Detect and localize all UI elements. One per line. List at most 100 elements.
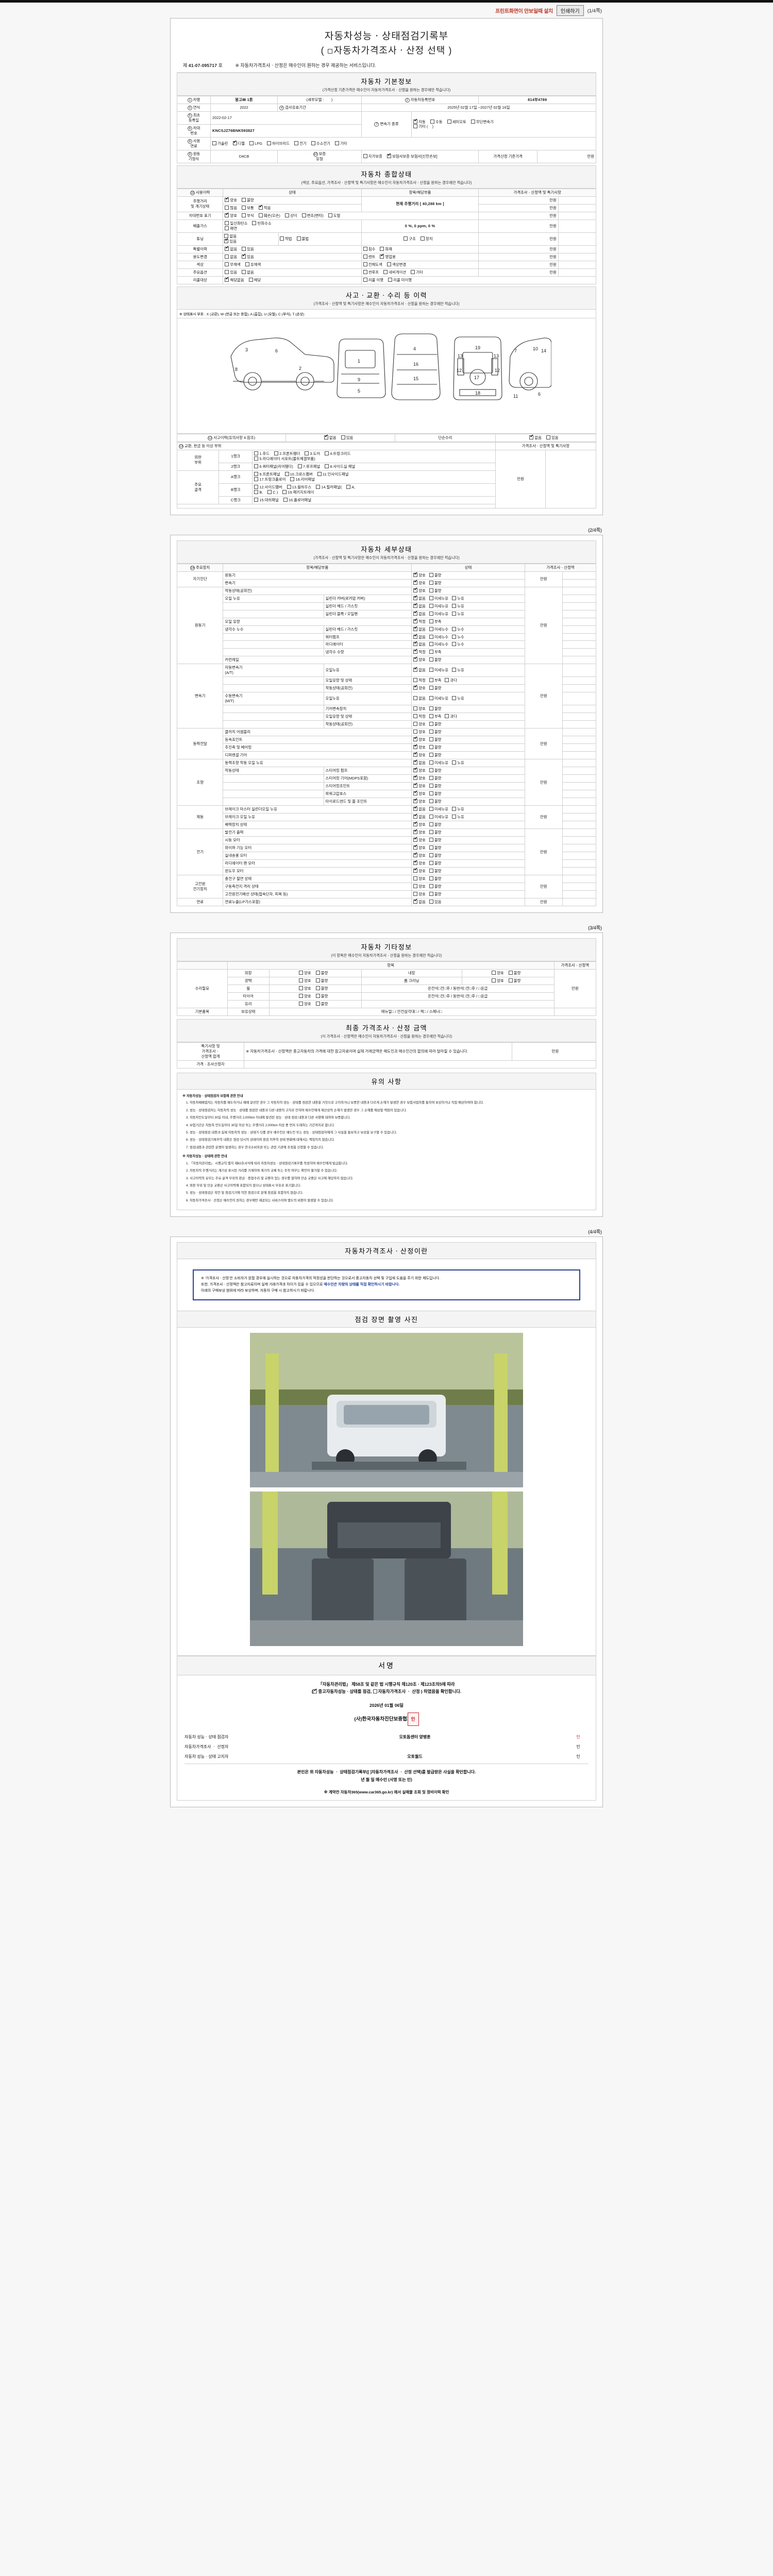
opt-sunroof[interactable]: 썬루프 [363,269,379,275]
price-survey-checkbox[interactable] [327,48,332,54]
opt-1-7-1[interactable]: 미세누수 [429,642,448,647]
opt-mileage-many[interactable]: 많음 [225,205,237,211]
opt-mileage-bad[interactable]: 불량 [242,197,254,203]
opt-trans-2[interactable]: 세미오토 [447,119,466,125]
opt-2-1-0[interactable]: 적정 [413,678,426,683]
opt-recall-notdone[interactable]: 리콜 미이행 [388,277,412,283]
opt-1-3-0[interactable]: 없음 [413,610,426,617]
cell-holding-items[interactable]: 매뉴얼□ / 안전삼각대□ / 잭□ / 스패너□ [268,1007,554,1016]
opt-7-0-0[interactable]: 양호 [413,876,426,882]
opt-1-0-1[interactable]: 불량 [429,588,441,594]
opt-vin-corroded[interactable]: 부식 [242,213,254,218]
opt-1-3-1[interactable]: 미세누유 [429,611,448,617]
opt-accident-yes[interactable]: 있음 [341,435,353,440]
opt-1-7-0[interactable]: 없음 [413,640,426,647]
opt-roomclean-good[interactable]: 양호 [492,978,504,984]
opt-wheel-bad[interactable]: 불량 [315,986,328,991]
opt-7-0-1[interactable]: 불량 [429,876,441,882]
opt-part-dash-panel[interactable]: 15.대쉬패널 [254,497,279,503]
opt-2-1-1[interactable]: 부족 [429,678,441,683]
law-checkbox-price[interactable] [373,1689,377,1694]
opt-part-pillar-a[interactable]: A, [346,484,355,490]
opt-special-flood[interactable]: 침수 [363,246,375,252]
opt-interior-good[interactable]: 양호 [492,970,504,976]
opt-vin-different[interactable]: 상이 [284,213,297,218]
opt-exterior-good[interactable]: 양호 [299,970,311,976]
opt-5-2-1[interactable]: 불량 [429,822,441,827]
opt-5-1-1[interactable]: 미세누유 [429,815,448,820]
opt-2-5-1[interactable]: 부족 [429,714,441,719]
opt-mileage-normal[interactable]: 보통 [242,205,254,211]
opt-5-0-1[interactable]: 미세누유 [429,807,448,812]
opt-4-2-0[interactable]: 양호 [413,774,426,781]
opt-recall-done[interactable]: 리콜 이행 [363,277,383,283]
opt-trans-1[interactable]: 수동 [430,119,443,125]
opt-part-cross-member[interactable]: 10.크로스멤버 [284,471,313,477]
print-button[interactable]: 인쇄하기 [556,5,584,16]
opt-1-5-1[interactable]: 미세누수 [429,626,448,632]
opt-1-2-0[interactable]: 없음 [413,602,426,609]
opt-5-2-0[interactable]: 양호 [413,821,426,827]
opt-1-3-2[interactable]: 누유 [452,611,464,617]
opt-recall-na[interactable]: 해당없음 [225,276,244,283]
opt-color-chromatic[interactable]: 유채색 [245,262,261,267]
opt-2-4-0[interactable]: 양호 [413,706,426,711]
opt-repair-yes[interactable]: 있음 [546,435,559,440]
opt-0-1-1[interactable]: 불량 [429,580,441,586]
opt-1-1-2[interactable]: 누유 [452,596,464,601]
opt-options-etc[interactable]: 기타 [411,269,423,275]
law-checkbox-performance[interactable] [313,1688,317,1694]
opt-2-3-0[interactable]: 없음 [413,696,426,701]
opt-fuel-2[interactable]: LPG [249,141,262,146]
opt-4-0-1[interactable]: 미세누유 [429,760,448,766]
opt-part-rear-panel[interactable]: 18.리어패널 [290,477,315,482]
opt-2-0-0[interactable]: 없음 [413,666,426,673]
opt-trans-other[interactable]: 기타 ( ) [413,124,433,129]
opt-3-2-1[interactable]: 불량 [429,745,441,750]
opt-1-7-2[interactable]: 누수 [452,642,464,647]
opt-vin-altered[interactable]: 변조(변타) [301,213,324,218]
opt-usage-yes[interactable]: 있음 [242,253,254,260]
opt-2-6-0[interactable]: 양호 [413,722,426,727]
opt-5-1-0[interactable]: 없음 [413,813,426,820]
opt-2-4-1[interactable]: 불량 [429,706,441,711]
opt-2-3-1[interactable]: 미세누유 [429,696,448,701]
opt-7-1-0[interactable]: 양호 [413,884,426,889]
opt-5-1-2[interactable]: 누유 [452,815,464,820]
opt-wheel-good[interactable]: 양호 [299,986,311,991]
opt-0-0-1[interactable]: 불량 [429,572,441,578]
opt-1-4-1[interactable]: 부족 [429,619,441,624]
opt-glass-bad[interactable]: 불량 [315,1001,328,1007]
opt-glass-good[interactable]: 양호 [299,1001,311,1007]
opt-2-1-2[interactable]: 과다 [445,678,457,683]
opt-1-4-0[interactable]: 적정 [413,618,426,624]
opt-part-front-fender[interactable]: 2.프론트휀더 [274,451,300,456]
opt-4-5-0[interactable]: 양호 [413,798,426,804]
opt-4-2-1[interactable]: 불량 [429,776,441,781]
opt-4-4-1[interactable]: 불량 [429,791,441,796]
opt-1-1-0[interactable]: 없음 [413,595,426,601]
opt-usage-rent[interactable]: 렌트 [363,254,375,260]
opt-6-2-0[interactable]: 양호 [413,844,426,851]
opt-usage-commercial[interactable]: 영업용 [380,253,396,260]
opt-color-changed[interactable]: 색상변경 [386,262,406,267]
opt-1-9-0[interactable]: 양호 [413,656,426,663]
opt-3-0-1[interactable]: 불량 [429,730,441,735]
opt-4-3-0[interactable]: 양호 [413,782,426,789]
opt-1-5-0[interactable]: 없음 [413,625,426,632]
opt-6-3-0[interactable]: 양호 [413,852,426,858]
opt-6-4-0[interactable]: 양호 [413,859,426,866]
opt-tuning-structure[interactable]: 구조 [404,236,416,242]
opt-trans-0[interactable]: 자동 [413,118,426,125]
opt-7-1-1[interactable]: 불량 [429,884,441,889]
opt-fuel-1[interactable]: 디젤 [232,140,245,146]
opt-6-5-0[interactable]: 양호 [413,867,426,874]
opt-polish-good[interactable]: 양호 [299,978,311,984]
opt-1-9-1[interactable]: 불량 [429,657,441,663]
opt-8-0-0[interactable]: 없음 [413,898,426,905]
opt-4-4-0[interactable]: 양호 [413,790,426,796]
opt-0-0-0[interactable]: 양호 [413,571,426,578]
opt-part-door[interactable]: 3.도어 [305,451,320,456]
opt-2-6-1[interactable]: 불량 [429,722,441,727]
opt-emission-hc[interactable]: 탄화수소 [252,221,272,226]
